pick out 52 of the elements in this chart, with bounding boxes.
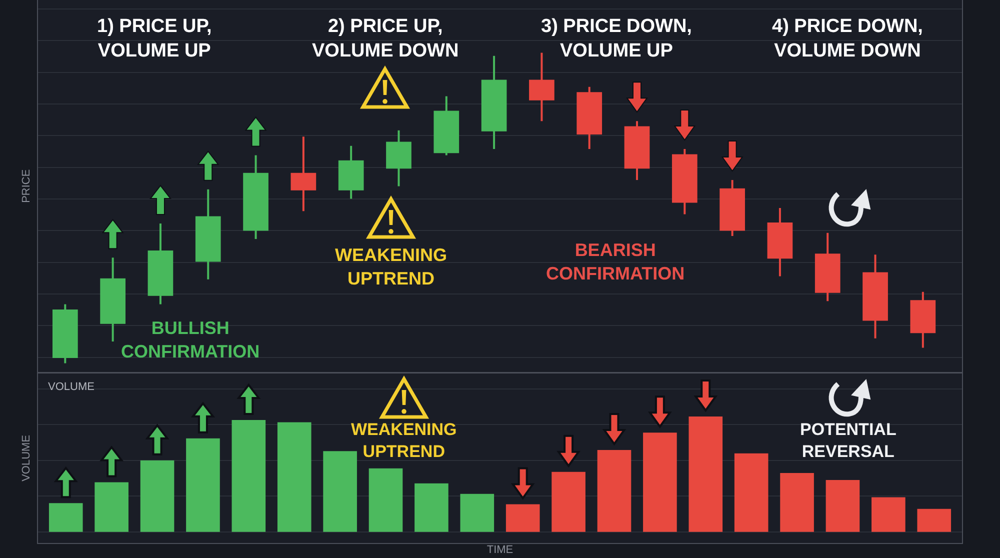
candlestick	[243, 154, 268, 240]
bar	[48, 503, 83, 532]
bar	[232, 420, 266, 532]
bar	[368, 468, 403, 532]
annotation: POTENTIAL REVERSAL	[800, 420, 896, 462]
candlestick	[148, 222, 174, 306]
bar	[552, 472, 586, 532]
candlestick	[338, 144, 364, 200]
annotation: WEAKENING UPTREND	[351, 420, 457, 462]
annotation: 2) PRICE UP, VOLUME DOWN	[312, 16, 459, 62]
annotation: 3) PRICE DOWN, VOLUME UP	[541, 16, 692, 62]
bar	[826, 480, 860, 532]
x-axis-title: TIME	[486, 544, 514, 556]
bar	[414, 483, 448, 532]
candlestick	[195, 188, 221, 280]
candlestick	[100, 256, 126, 342]
bar	[872, 497, 906, 532]
candlestick	[576, 86, 602, 150]
bar	[643, 432, 677, 532]
y-axis-title: PRICE	[20, 169, 33, 203]
bar	[186, 438, 220, 532]
chart-title: VOLUME	[48, 381, 94, 393]
bar	[780, 473, 814, 532]
bar	[94, 482, 128, 532]
candlestick	[720, 179, 745, 237]
candlestick	[672, 148, 698, 216]
candlestick	[814, 232, 840, 302]
candlestick	[767, 207, 793, 278]
candlestick	[52, 303, 78, 364]
annotation: 4) PRICE DOWN, VOLUME DOWN	[772, 16, 923, 62]
annotation: BEARISH CONFIRMATION	[546, 240, 685, 284]
candlestick	[290, 136, 316, 212]
candlestick	[862, 254, 888, 340]
bar	[277, 422, 312, 532]
candlestick	[529, 52, 554, 122]
bar	[323, 451, 357, 532]
candlestick	[910, 290, 936, 349]
bar	[917, 508, 952, 532]
candlestick	[481, 54, 507, 150]
candlestick	[624, 120, 650, 182]
bar	[460, 494, 494, 532]
annotation: BULLISH CONFIRMATION	[121, 318, 260, 362]
annotation: WEAKENING UPTREND	[335, 245, 447, 288]
bar	[734, 453, 768, 532]
bar	[597, 450, 632, 532]
candlestick	[386, 129, 412, 188]
annotation: 1) PRICE UP, VOLUME UP	[97, 16, 212, 62]
y-axis-title: VOLUME	[20, 434, 33, 482]
bar	[506, 504, 540, 532]
candlestick	[434, 95, 460, 156]
bar	[688, 416, 723, 532]
bar	[140, 460, 174, 532]
